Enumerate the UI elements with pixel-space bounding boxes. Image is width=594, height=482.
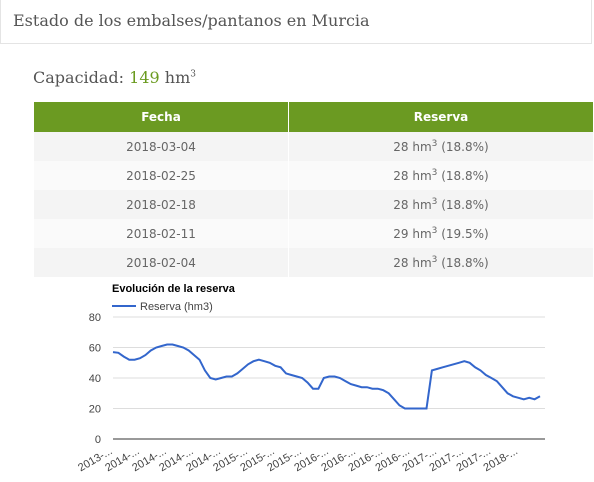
chart-title: Evolución de la reserva <box>112 283 236 295</box>
reserve-sup: 3 <box>431 168 438 178</box>
capacity-unit: hm <box>164 68 191 87</box>
reserve-cell: 28 hm3 (18.8%) <box>288 248 594 277</box>
reserve-cell: 28 hm3 (18.8%) <box>288 161 594 190</box>
reserve-pct: (18.8%) <box>441 140 489 154</box>
reserve-sup: 3 <box>431 255 438 265</box>
reserve-sup: 3 <box>431 197 438 207</box>
reserve-amount: 28 hm <box>393 169 432 183</box>
reserve-pct: (19.5%) <box>441 227 489 241</box>
reserve-table: Fecha Reserva 2018-03-04 28 hm3 (18.8%) 2018… <box>34 102 594 277</box>
chart: Evolución de la reserva0204060802013-...… <box>76 283 545 474</box>
date-cell: 2018-03-04 <box>34 132 289 161</box>
date-cell: 2018-02-25 <box>34 161 289 190</box>
table-row: 2018-03-04 28 hm3 (18.8%) <box>34 132 594 161</box>
reserve-cell: 28 hm3 (18.8%) <box>288 190 594 219</box>
y-tick-label: 60 <box>89 343 101 355</box>
reserve-cell: 29 hm3 (19.5%) <box>288 219 594 248</box>
reserve-pct: (18.8%) <box>441 198 489 212</box>
header-row: Fecha Reserva <box>34 102 594 132</box>
capacity: Capacidad: 149 hm3 <box>33 68 196 87</box>
table-row: 2018-02-11 29 hm3 (19.5%) <box>34 219 594 248</box>
y-tick-label: 40 <box>89 373 101 385</box>
reserve-pct: (18.8%) <box>441 256 489 270</box>
reserve-amount: 28 hm <box>393 256 432 270</box>
date-cell: 2018-02-04 <box>34 248 289 277</box>
reserve-amount: 29 hm <box>393 227 432 241</box>
reserve-amount: 28 hm <box>393 198 432 212</box>
line <box>112 343 541 410</box>
header: Estado de los embalses/pantanos en Murci… <box>0 0 592 44</box>
date-cell: 2018-02-18 <box>34 190 289 219</box>
y-tick-label: 80 <box>89 312 101 324</box>
capacity-value: 149 <box>129 68 160 87</box>
table-row: 2018-02-25 28 hm3 (18.8%) <box>34 161 594 190</box>
column-header: Fecha <box>34 102 289 132</box>
reserve-amount: 28 hm <box>393 140 432 154</box>
legend-label: Reserva (hm3) <box>140 301 213 313</box>
capacity-sup: 3 <box>190 69 197 80</box>
reserve-sup: 3 <box>431 226 438 236</box>
date-cell: 2018-02-11 <box>34 219 289 248</box>
reserve-pct: (18.8%) <box>441 169 489 183</box>
capacity-label: Capacidad: <box>33 68 125 87</box>
y-tick-label: 0 <box>95 434 101 446</box>
reserve-sup: 3 <box>431 139 438 149</box>
reserve-cell: 28 hm3 (18.8%) <box>288 132 594 161</box>
y-tick-label: 20 <box>89 404 101 416</box>
table-row: 2018-02-04 28 hm3 (18.8%) <box>34 248 594 277</box>
column-header: Reserva <box>288 102 594 132</box>
table-row: 2018-02-18 28 hm3 (18.8%) <box>34 190 594 219</box>
page-title: Estado de los embalses/pantanos en Murci… <box>13 11 370 30</box>
